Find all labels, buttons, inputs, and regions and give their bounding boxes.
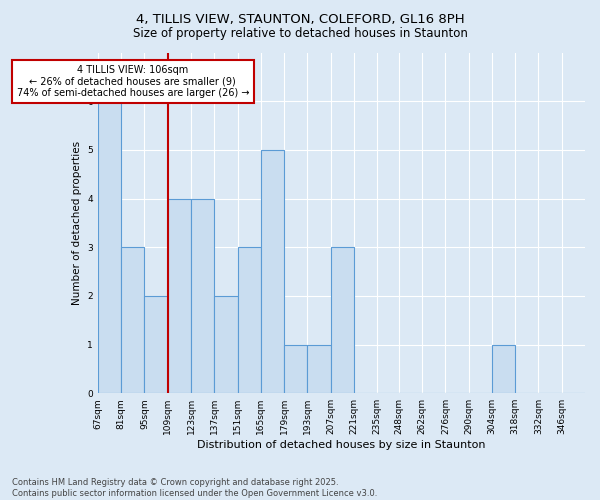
Text: Size of property relative to detached houses in Staunton: Size of property relative to detached ho… [133, 28, 467, 40]
Bar [214, 296, 238, 393]
Bar [191, 198, 214, 393]
Text: Contains HM Land Registry data © Crown copyright and database right 2025.
Contai: Contains HM Land Registry data © Crown c… [12, 478, 377, 498]
Bar [238, 247, 261, 393]
Bar [261, 150, 284, 393]
Bar [284, 344, 307, 393]
Bar [121, 247, 145, 393]
Bar [145, 296, 168, 393]
Bar [331, 247, 354, 393]
Text: 4 TILLIS VIEW: 106sqm
← 26% of detached houses are smaller (9)
74% of semi-detac: 4 TILLIS VIEW: 106sqm ← 26% of detached … [17, 64, 249, 98]
Bar [492, 344, 515, 393]
Text: 4, TILLIS VIEW, STAUNTON, COLEFORD, GL16 8PH: 4, TILLIS VIEW, STAUNTON, COLEFORD, GL16… [136, 12, 464, 26]
Y-axis label: Number of detached properties: Number of detached properties [72, 141, 82, 305]
Bar [98, 101, 121, 393]
Bar [307, 344, 331, 393]
X-axis label: Distribution of detached houses by size in Staunton: Distribution of detached houses by size … [197, 440, 486, 450]
Bar [168, 198, 191, 393]
